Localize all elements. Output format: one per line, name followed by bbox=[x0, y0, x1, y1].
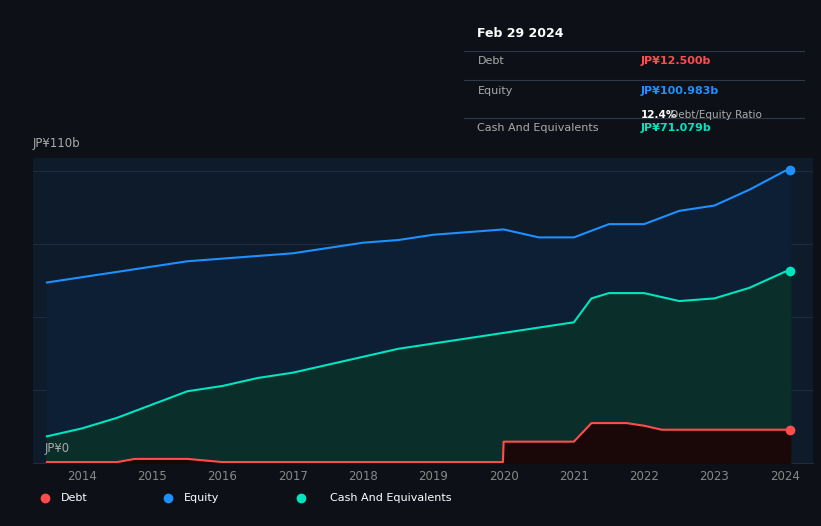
Text: Equity: Equity bbox=[478, 86, 513, 96]
Text: Debt/Equity Ratio: Debt/Equity Ratio bbox=[667, 110, 761, 120]
Text: JP¥12.500b: JP¥12.500b bbox=[641, 56, 712, 66]
Text: JP¥100.983b: JP¥100.983b bbox=[641, 86, 719, 96]
Text: JP¥0: JP¥0 bbox=[44, 442, 70, 455]
Text: Cash And Equivalents: Cash And Equivalents bbox=[330, 493, 452, 503]
Text: Debt: Debt bbox=[478, 56, 504, 66]
Text: Feb 29 2024: Feb 29 2024 bbox=[478, 26, 564, 39]
Text: Cash And Equivalents: Cash And Equivalents bbox=[478, 123, 599, 133]
Text: 12.4%: 12.4% bbox=[641, 110, 677, 120]
Text: Equity: Equity bbox=[184, 493, 219, 503]
Text: JP¥110b: JP¥110b bbox=[33, 137, 80, 150]
Text: JP¥71.079b: JP¥71.079b bbox=[641, 123, 712, 133]
Text: Debt: Debt bbox=[61, 493, 87, 503]
